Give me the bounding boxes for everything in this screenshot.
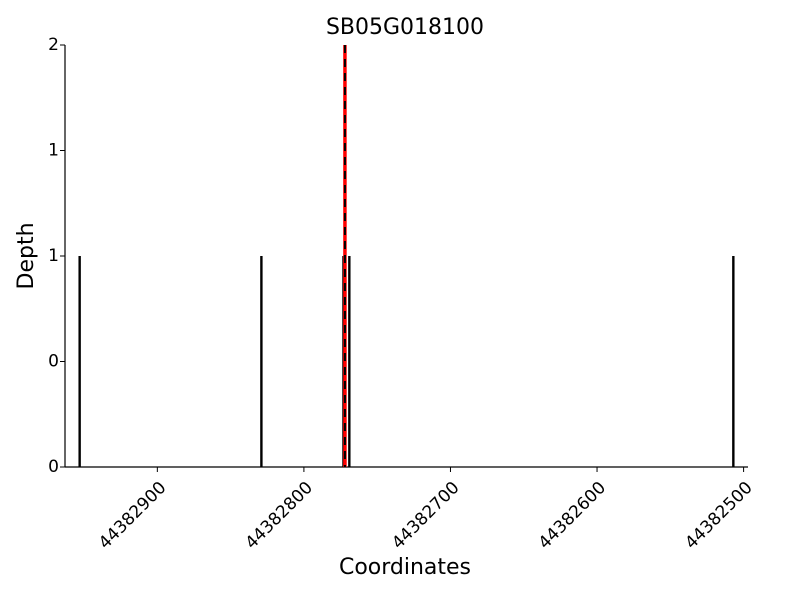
y-axis-label: Depth xyxy=(14,222,39,289)
y-tick-label: 2 xyxy=(48,35,59,55)
y-tick-label: 1 xyxy=(48,246,59,266)
bar xyxy=(732,256,735,467)
y-tick-label: 0 xyxy=(48,457,59,477)
bar xyxy=(260,256,263,467)
x-axis-label: Coordinates xyxy=(339,555,471,580)
chart-title: SB05G018100 xyxy=(326,15,484,40)
y-tick-label: 0 xyxy=(48,352,59,372)
y-tick-label: 1 xyxy=(48,141,59,161)
bar xyxy=(348,256,351,467)
bar xyxy=(78,256,81,467)
